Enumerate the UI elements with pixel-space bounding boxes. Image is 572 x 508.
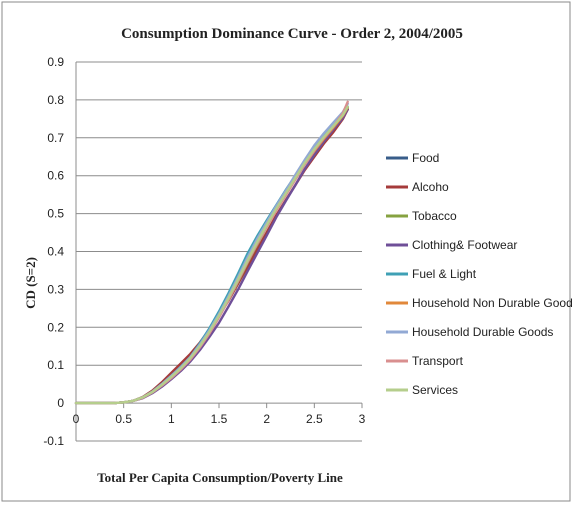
legend-label: Tobacco bbox=[412, 209, 457, 223]
series-line bbox=[74, 105, 349, 405]
legend-label: Household Non Durable Goods bbox=[412, 296, 572, 310]
y-tick-label: 0.2 bbox=[47, 320, 64, 334]
y-tick-label: 0.8 bbox=[47, 93, 64, 107]
x-tick-label: 1 bbox=[168, 412, 175, 426]
y-tick-label: -0.1 bbox=[43, 434, 64, 448]
x-tick-label: 0.5 bbox=[115, 412, 132, 426]
y-tick-label: 0.1 bbox=[47, 358, 64, 372]
x-tick-label: 0 bbox=[73, 412, 80, 426]
y-tick-label: 0.3 bbox=[47, 282, 64, 296]
tick-labels: -0.1 0 0.1 0.2 0.3 0.4 0.5 0.6 0.7 0.8 0.9 0 0.5 1 1.5… bbox=[43, 55, 365, 448]
y-tick-label: 0.7 bbox=[47, 131, 64, 145]
y-axis-title: CD (S=2) bbox=[23, 257, 38, 309]
series-lines bbox=[74, 100, 349, 405]
x-tick-label: 1.5 bbox=[211, 412, 228, 426]
y-tick-label: 0 bbox=[57, 396, 64, 410]
legend-label: Clothing& Footwear bbox=[412, 238, 517, 252]
legend-label: Alcoho bbox=[412, 180, 449, 194]
y-tick-label: 0.9 bbox=[47, 55, 64, 69]
x-tick-label: 2.5 bbox=[306, 412, 323, 426]
legend: Food Alcoho Tobacco Clothing& Footwear Fuel … bbox=[386, 151, 572, 397]
x-axis-title: Total Per Capita Consumption/Poverty Lin… bbox=[97, 470, 343, 485]
y-tick-label: 0.4 bbox=[47, 245, 64, 259]
chart-title: Consumption Dominance Curve - Order 2, 2… bbox=[121, 26, 463, 42]
legend-label: Transport bbox=[412, 354, 464, 368]
legend-label: Fuel & Light bbox=[412, 267, 477, 281]
grid-lines bbox=[76, 61, 362, 442]
y-tick-label: 0.6 bbox=[47, 169, 64, 183]
legend-label: Food bbox=[412, 151, 439, 165]
legend-label: Household Durable Goods bbox=[412, 325, 553, 339]
x-tick-label: 3 bbox=[359, 412, 366, 426]
y-tick-label: 0.5 bbox=[47, 207, 64, 221]
legend-label: Services bbox=[412, 383, 458, 397]
x-tick-label: 2 bbox=[263, 412, 270, 426]
